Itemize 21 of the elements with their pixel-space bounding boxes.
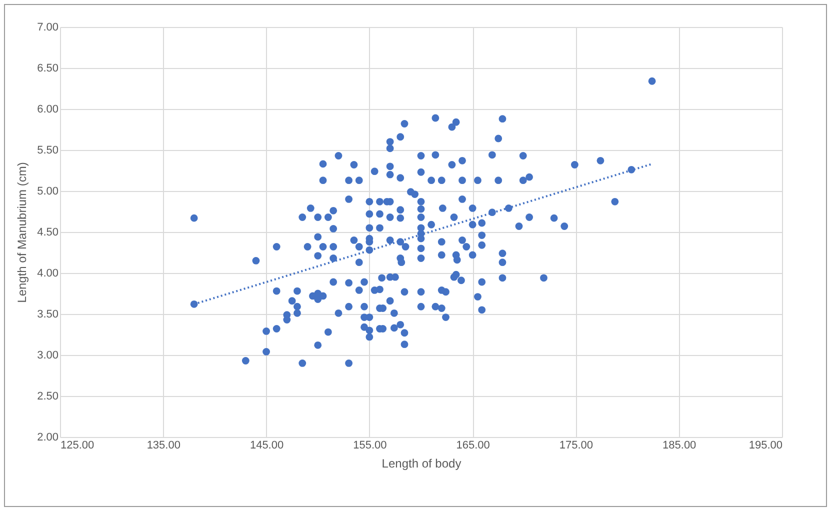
x-tick-label: 155.00 — [353, 440, 387, 452]
y-tick-label: 2.00 — [37, 432, 58, 444]
y-tick-label: 4.50 — [37, 226, 58, 238]
y-tick-label: 6.00 — [37, 104, 58, 116]
x-tick-label: 135.00 — [146, 440, 180, 452]
y-tick-label: 6.50 — [37, 62, 58, 74]
x-tick-label: 175.00 — [559, 440, 594, 452]
y-tick-label: 3.00 — [37, 350, 58, 362]
x-tick-label: 195.00 — [748, 440, 782, 452]
y-axis-title: Length of Manubrium (cm) — [15, 162, 30, 303]
x-axis-title: Length of body — [382, 456, 462, 470]
x-tick-label: 165.00 — [456, 440, 490, 452]
y-tick-label: 5.50 — [37, 144, 58, 156]
y-tick-label: 5.00 — [37, 186, 58, 198]
x-tick-label: 185.00 — [662, 440, 696, 452]
x-tick-label: 125.00 — [60, 440, 94, 452]
y-tick-label: 7.00 — [37, 22, 58, 34]
y-tick-label: 3.50 — [37, 308, 58, 320]
y-tick-label: 4.00 — [37, 268, 58, 280]
y-tick-label: 2.50 — [37, 390, 58, 402]
x-tick-label: 145.00 — [250, 440, 284, 452]
